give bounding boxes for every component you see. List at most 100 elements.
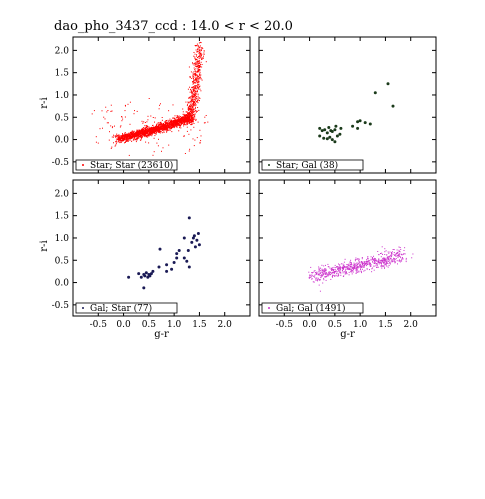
data-point xyxy=(177,120,179,122)
data-point xyxy=(196,55,197,57)
data-point xyxy=(127,137,129,139)
data-point xyxy=(197,86,199,88)
data-point xyxy=(143,121,145,123)
data-point xyxy=(186,126,188,128)
data-point xyxy=(192,103,194,105)
data-point xyxy=(324,272,326,274)
data-point xyxy=(171,125,173,127)
data-point xyxy=(183,125,185,127)
data-point xyxy=(122,133,123,135)
data-point xyxy=(375,263,377,265)
data-point xyxy=(124,135,126,137)
data-point xyxy=(318,273,320,275)
data-point xyxy=(110,104,112,106)
data-point xyxy=(391,252,393,253)
data-point xyxy=(310,266,312,268)
data-point xyxy=(320,271,322,273)
data-point xyxy=(116,136,118,138)
data-point xyxy=(396,254,398,256)
data-point xyxy=(144,271,148,275)
data-point xyxy=(126,140,128,142)
data-point xyxy=(389,262,391,264)
data-point xyxy=(372,257,374,259)
data-point xyxy=(125,141,126,143)
data-point xyxy=(203,50,205,52)
data-point xyxy=(363,264,365,266)
data-point xyxy=(116,135,118,136)
data-point xyxy=(195,71,197,73)
data-point xyxy=(168,123,170,125)
data-point xyxy=(117,136,119,138)
data-point xyxy=(361,261,362,263)
data-point xyxy=(196,59,198,61)
data-point xyxy=(165,124,167,126)
data-point xyxy=(179,125,181,127)
data-point xyxy=(171,119,173,121)
data-point xyxy=(384,267,385,269)
data-point xyxy=(323,277,325,279)
data-point xyxy=(197,57,198,59)
data-point xyxy=(318,271,320,273)
data-point xyxy=(343,275,345,277)
data-point xyxy=(360,270,362,272)
data-point xyxy=(97,142,99,144)
data-point xyxy=(124,110,126,112)
data-point xyxy=(173,117,175,119)
data-point xyxy=(180,119,182,120)
data-point xyxy=(157,145,159,147)
data-point xyxy=(142,130,144,132)
data-point xyxy=(351,270,353,272)
data-point xyxy=(175,120,177,121)
data-point xyxy=(361,265,363,267)
data-point xyxy=(368,261,370,263)
data-point xyxy=(328,272,330,274)
data-point xyxy=(390,256,392,257)
data-point xyxy=(357,271,358,273)
data-point xyxy=(327,274,329,276)
data-point xyxy=(399,260,401,262)
data-point xyxy=(361,262,363,264)
data-point xyxy=(129,137,131,139)
data-point xyxy=(332,276,333,278)
data-point xyxy=(400,248,402,250)
data-point xyxy=(133,138,135,140)
data-point xyxy=(358,271,360,273)
data-point xyxy=(357,263,359,265)
data-point xyxy=(150,132,152,134)
data-point xyxy=(333,271,335,273)
data-point xyxy=(197,44,199,46)
data-point xyxy=(360,268,362,270)
data-point xyxy=(190,105,192,107)
data-point xyxy=(161,128,163,130)
data-point xyxy=(147,133,149,135)
data-point xyxy=(330,269,332,270)
data-point xyxy=(344,258,346,260)
data-point xyxy=(113,134,114,136)
data-point xyxy=(121,136,123,138)
data-point xyxy=(156,142,158,144)
data-point xyxy=(109,131,110,133)
data-point xyxy=(185,111,187,113)
data-point xyxy=(192,81,194,82)
data-point xyxy=(179,121,181,123)
data-point xyxy=(192,72,194,74)
data-point xyxy=(128,139,130,141)
data-point xyxy=(197,70,199,72)
data-point xyxy=(200,51,202,53)
data-point xyxy=(185,114,187,116)
data-point xyxy=(95,141,97,143)
data-point xyxy=(154,117,156,119)
data-point xyxy=(332,268,333,270)
data-point xyxy=(195,49,197,51)
data-point xyxy=(198,75,199,77)
data-point xyxy=(141,129,143,131)
data-point xyxy=(192,95,194,97)
data-point xyxy=(140,132,142,134)
data-point xyxy=(331,272,333,274)
data-point xyxy=(150,130,152,132)
data-point xyxy=(200,135,202,137)
data-point xyxy=(179,119,181,121)
data-point xyxy=(404,253,406,255)
data-point xyxy=(387,258,389,260)
data-point xyxy=(373,91,377,95)
